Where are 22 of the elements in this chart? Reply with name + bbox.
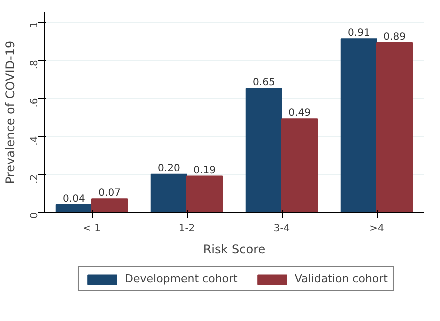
x-tick-label: 3-4 <box>274 224 290 234</box>
data-label: 0.65 <box>253 78 276 89</box>
x-axis-title: Risk Score <box>203 242 266 256</box>
y-axis-title: Prevalence of COVID-19 <box>4 40 18 184</box>
data-label: 0.91 <box>348 28 370 40</box>
y-tick-label: .8 <box>30 60 40 70</box>
x-tick-label: >4 <box>370 224 384 234</box>
y-tick-label: .6 <box>30 98 40 108</box>
data-label: 0.20 <box>158 163 180 174</box>
data-label: 0.19 <box>194 165 216 176</box>
legend-label: Validation cohort <box>294 272 388 286</box>
x-tick-label: < 1 <box>83 224 101 234</box>
y-tick-label: .4 <box>30 136 40 146</box>
data-label: 0.07 <box>98 188 121 200</box>
y-tick-label: .2 <box>30 174 40 184</box>
data-label: 0.89 <box>384 32 406 43</box>
data-label: 0.49 <box>288 108 311 120</box>
x-tick-label: 1-2 <box>178 224 196 234</box>
data-label: 0.04 <box>63 194 86 205</box>
legend-label: Development cohort <box>124 272 238 286</box>
y-tick-label: 0 <box>30 212 40 219</box>
y-tick-label: 1 <box>30 22 40 28</box>
